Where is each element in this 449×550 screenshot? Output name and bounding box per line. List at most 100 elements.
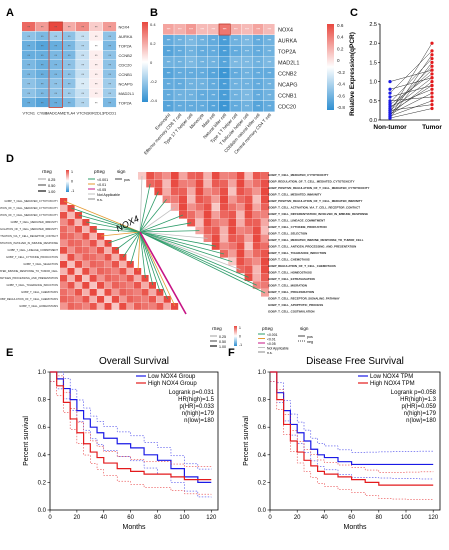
heatmap-d-top-cell [252, 211, 261, 219]
heatmap-b-cell-mark: *** [256, 50, 260, 54]
heatmap-a-cell-mark: ** [95, 82, 98, 86]
heatmap-d-top-cell [179, 187, 187, 196]
heatmap-d-bottom-cell [126, 303, 134, 310]
heatmap-d-bottom-cell [74, 226, 82, 233]
heatmap-a-cell-mark: ** [27, 35, 30, 39]
c-point-tumor [430, 72, 434, 76]
heatmap-b-cell [241, 101, 253, 112]
heatmap-d-top-cell [211, 195, 220, 203]
network-edge-top [139, 231, 257, 286]
network-edge-top [139, 175, 143, 233]
heatmap-b-cell-mark: *** [212, 50, 216, 54]
heatmap-d-bottom-cell [67, 282, 75, 289]
c-point-tumor [430, 83, 434, 88]
heatmap-b-cell-mark: *** [167, 28, 171, 32]
heatmap-d-bottom-cell [111, 275, 119, 282]
heatmap-d-bottom-cell [141, 289, 149, 296]
heatmap-d-top-cell [228, 211, 237, 219]
heatmap-a-cell-mark: ** [68, 63, 71, 67]
heatmap-d-bottom-cell [134, 296, 142, 303]
heatmap-d-top-cell [195, 218, 204, 227]
heatmap-d-bottom-cell [104, 254, 112, 261]
heatmap-a-cell-mark: ** [68, 82, 71, 86]
network-edge-bottom [130, 231, 141, 265]
colorbar-a-tick: -0.4 [150, 98, 158, 103]
colorbar-b-tick: -0.8 [337, 105, 345, 110]
heatmap-a-cell [103, 79, 117, 89]
survival-legend-label: Low NOX4 Group [148, 374, 196, 380]
network-edge-top [139, 199, 167, 233]
heatmap-b-cell-mark: *** [212, 94, 216, 98]
heatmap-d-bottom-cell [60, 247, 68, 254]
heatmap-d-top-cell [203, 226, 212, 235]
heatmap-b-cell [252, 101, 264, 112]
heatmap-b-cell [174, 101, 185, 112]
heatmap-d-bottom-cell [97, 296, 105, 303]
network-edge-top [139, 183, 151, 233]
heatmap-a-cell [76, 41, 90, 51]
network-edge-bottom [71, 207, 141, 233]
heatmap-d-top-cell [228, 218, 237, 227]
term-label-left: GOBP_T_CELL_ANTIGEN_PROCESSING_AND_PRESE… [0, 276, 58, 280]
heatmap-b-cell-mark: *** [234, 50, 238, 54]
survival-x-tick-label: 80 [375, 515, 382, 521]
heatmap-d-bottom-cell [97, 240, 105, 247]
heatmap-d-bottom-cell [67, 233, 75, 240]
heatmap-d-top-cell [228, 187, 237, 196]
survival-y-tick-label: 0.4 [258, 453, 267, 459]
heatmap-b-cell-mark: *** [245, 105, 249, 109]
c-point-tumor [430, 91, 434, 95]
heatmap-b-cell [174, 68, 185, 79]
heatmap-d-top-cell [228, 242, 237, 250]
heatmap-b-cell [219, 46, 230, 57]
survival-x-label: Months [344, 524, 367, 531]
heatmap-d-bottom-cell [60, 219, 68, 226]
heatmap-d-bottom-cell [119, 282, 127, 289]
heatmap-a-row-label: CDC20 [119, 62, 133, 67]
heatmap-a-cell [35, 22, 49, 32]
heatmap-d-top-cell [187, 203, 196, 211]
heatmap-b-cell [185, 24, 197, 35]
heatmap-d-bottom-cell [126, 268, 134, 275]
heatmap-d-bottom-cell [104, 296, 112, 303]
network-edge-top [139, 191, 159, 233]
legend2-pseg-label: <0.01 [267, 338, 276, 342]
heatmap-d-bottom-cell [141, 282, 149, 289]
heatmap-b-cell [174, 24, 185, 35]
heatmap-a-cell-mark: ** [108, 63, 111, 67]
heatmap-a-cell-mark: ** [54, 25, 57, 29]
heatmap-a-cell-mark: ** [41, 44, 44, 48]
survival-legend-label: High NOX4 Group [148, 381, 197, 387]
heatmap-b-cell [252, 57, 264, 68]
heatmap-a-cell-mark: ** [27, 101, 30, 105]
survival-x-tick-label: 20 [74, 515, 81, 521]
heatmap-d-bottom-cell [134, 282, 142, 289]
heatmap-d-bottom-cell [89, 254, 97, 261]
c-pair-line [389, 77, 433, 90]
heatmap-d-top-cell [244, 218, 253, 227]
heatmap-d-bottom-cell [60, 254, 68, 261]
term-label-left: GOBP_T_CELL_TOLERANCE_INDUCTION [6, 283, 58, 287]
heatmap-b-cell-mark: *** [212, 61, 216, 65]
heatmap-d-top-cell [236, 257, 245, 266]
heatmap-d-top-cell [261, 203, 269, 211]
heatmap-a-cell [103, 88, 117, 98]
term-label-right: GOBP_T_CELL_MEDIATED_CYTOTOXICITY [268, 173, 328, 177]
heatmap-a-col-label: CTLA4 [63, 112, 75, 116]
heatmap-a-cell-mark: ** [68, 54, 71, 58]
heatmap-b-cell-mark: *** [223, 105, 227, 109]
heatmap-d-bottom-cell [82, 282, 90, 289]
heatmap-b-cell [263, 46, 275, 57]
heatmap-a-cell [22, 88, 36, 98]
term-label-left: GOBP_T_CELL_CYTOKINE_PRODUCTION [6, 255, 58, 259]
heatmap-b-cell [185, 90, 197, 101]
survival-y-tick-label: 0.2 [258, 480, 267, 486]
network-edge-top [139, 231, 216, 247]
heatmap-a-cell-mark: ** [95, 92, 98, 96]
heatmap-d-bottom-cell [104, 261, 112, 268]
heatmap-d-top-cell [261, 211, 269, 219]
heatmap-a-cell-mark: ** [81, 25, 84, 29]
heatmap-a-cell-mark: ** [54, 101, 57, 105]
heatmap-b-cell-mark: *** [256, 105, 260, 109]
heatmap-d-bottom-cell [89, 240, 97, 247]
